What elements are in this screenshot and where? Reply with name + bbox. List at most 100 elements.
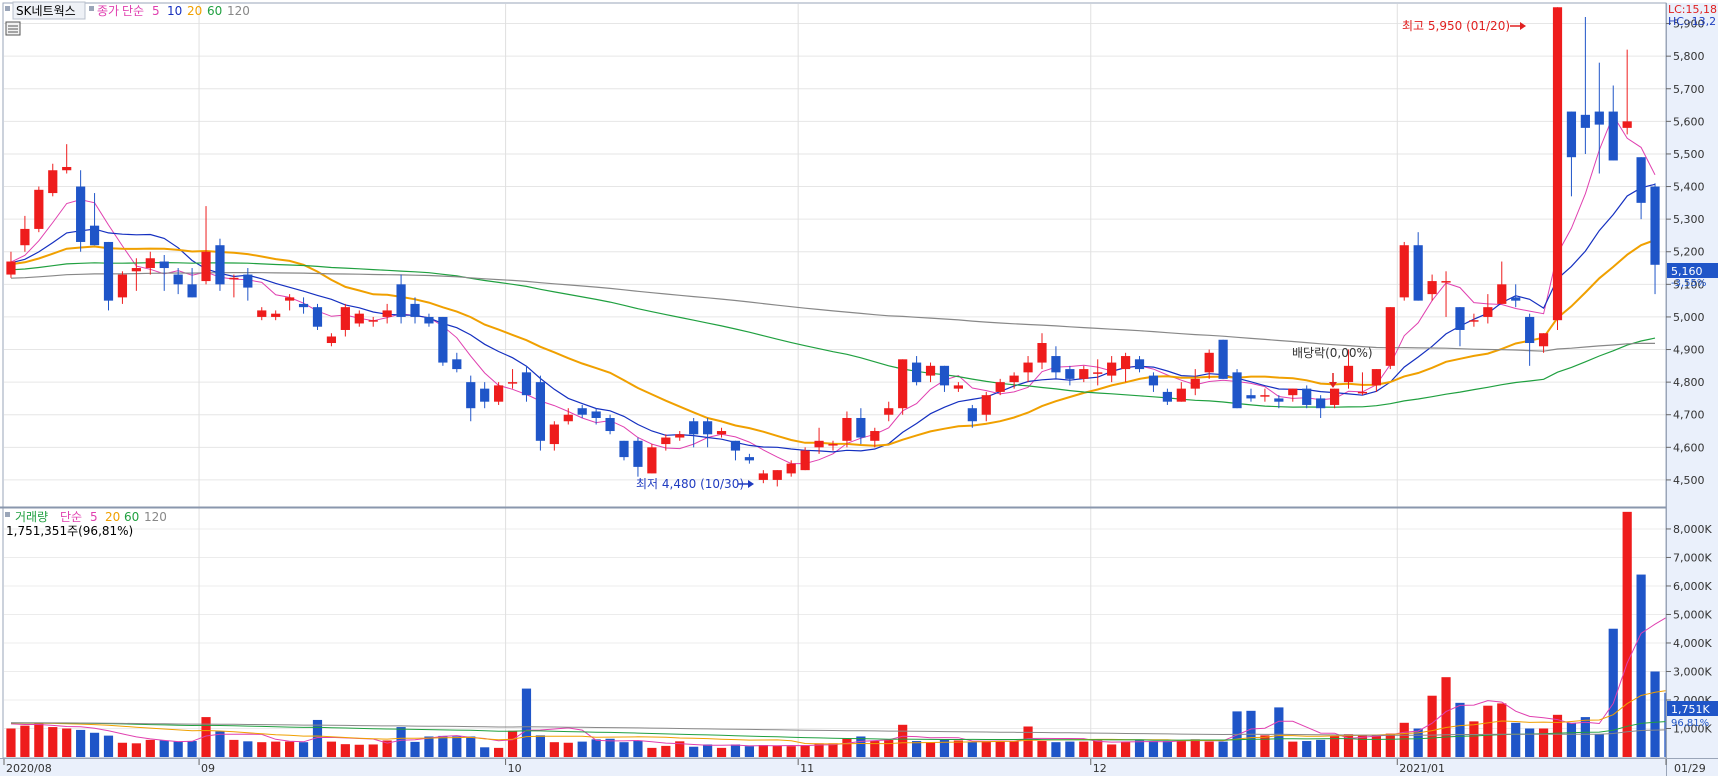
candle-body	[1302, 388, 1312, 405]
volume-legend-label[interactable]: 거래량	[15, 510, 48, 524]
candle-body	[1525, 316, 1535, 344]
price-legend-ma10[interactable]: 10	[167, 4, 182, 18]
volume-bar	[215, 731, 225, 757]
candle-body	[131, 268, 141, 272]
volume-bar	[1176, 740, 1186, 757]
price-legend-type[interactable]: 단순	[122, 4, 144, 18]
price-legend-ma60[interactable]: 60	[207, 4, 222, 18]
volume-bar	[382, 740, 392, 757]
candle-body	[647, 447, 657, 474]
volume-bar	[145, 739, 155, 757]
hc-label: HC:-13,2	[1668, 15, 1716, 28]
candle-body	[1148, 375, 1159, 386]
volume-legend-type[interactable]: 단순	[60, 510, 82, 524]
candle-body	[689, 421, 699, 435]
price-legend-ma20[interactable]: 20	[187, 4, 202, 18]
candle-body	[814, 440, 824, 448]
volume-legend-ma20[interactable]: 20	[105, 510, 120, 524]
candle-body	[424, 316, 434, 324]
candle-body	[605, 417, 615, 432]
volume-legend-ma5[interactable]: 5	[90, 510, 98, 524]
candle-body	[1107, 362, 1117, 376]
volume-bar	[884, 739, 894, 757]
volume-bar	[1343, 734, 1354, 757]
current-volume-pct-label: 96,81%	[1671, 718, 1709, 729]
volume-bar	[1204, 741, 1214, 757]
volume-bar	[312, 719, 323, 757]
candle-body	[521, 372, 532, 396]
candle-body	[1190, 378, 1200, 389]
volume-bar	[1580, 717, 1590, 757]
stock-name[interactable]: SK네트웍스	[16, 4, 76, 18]
candle-body	[1636, 157, 1646, 203]
price-legend-label[interactable]: 종가	[97, 4, 119, 18]
volume-info: 1,751,351주(96,81%)	[6, 524, 133, 538]
candle-body	[967, 408, 977, 422]
volume-bar	[1023, 726, 1033, 757]
stock-name-box[interactable]	[12, 1, 86, 20]
volume-bar	[187, 741, 197, 757]
volume-bar	[229, 739, 239, 757]
date-x-ticks: 2020/08 09 10 11 12 2021/01 01/29	[3, 759, 1706, 775]
volume-legend-ma60[interactable]: 60	[124, 510, 139, 524]
candle-body	[1134, 359, 1145, 370]
candle-body	[1051, 356, 1061, 373]
current-price-badge	[1667, 263, 1718, 278]
candle-body	[1441, 281, 1451, 283]
volume-bar	[34, 722, 44, 757]
volume-bar	[494, 747, 504, 757]
candle-body	[494, 385, 504, 402]
volume-ma-20-line	[10, 684, 1711, 745]
volume-bar	[466, 736, 476, 757]
volume-bar	[1093, 740, 1103, 757]
candle-body	[507, 382, 518, 384]
candle-body	[117, 274, 128, 298]
volume-tick-label: 4,000K	[1673, 637, 1712, 650]
candle-body	[1246, 395, 1256, 399]
candle-body	[1232, 372, 1242, 409]
volume-bar	[995, 741, 1005, 757]
candle-body	[62, 166, 72, 171]
candle-body	[1316, 398, 1326, 409]
candle-body	[911, 362, 922, 383]
volume-legend-bullet-icon	[5, 512, 10, 517]
candle-body	[159, 261, 169, 269]
volume-bar	[1385, 733, 1395, 757]
price-legend-ma5[interactable]: 5	[152, 4, 160, 18]
legend-bullet-icon	[5, 6, 10, 11]
price-legend-ma120[interactable]: 120	[227, 4, 250, 18]
candle-body	[1009, 375, 1019, 383]
candle-body	[368, 320, 378, 322]
volume-bar	[480, 747, 490, 757]
candle-body	[1552, 7, 1563, 321]
volume-bar	[76, 729, 86, 757]
volume-bar	[661, 745, 671, 757]
candle-body	[1218, 339, 1228, 379]
candle-body	[243, 274, 253, 288]
volume-bar	[814, 743, 824, 757]
volume-bar	[953, 740, 963, 757]
price-tick-label: 5,100	[1673, 278, 1705, 291]
candle-body	[925, 365, 936, 376]
price-candles	[6, 7, 1660, 487]
volume-bar	[730, 744, 741, 757]
candle-body	[1023, 362, 1033, 373]
volume-legend-ma120[interactable]: 120	[144, 510, 167, 524]
volume-bar	[1260, 735, 1270, 757]
volume-bar	[689, 746, 699, 757]
volume-bar	[62, 728, 72, 757]
candle-body	[1162, 391, 1172, 402]
volume-bar	[1483, 705, 1493, 757]
current-volume-label: 1,751K	[1671, 703, 1710, 716]
candle-body	[326, 336, 337, 344]
volume-tick-label: 8,000K	[1673, 523, 1712, 536]
volume-bar	[1288, 741, 1298, 757]
volume-bar	[521, 688, 532, 757]
volume-bar	[285, 741, 295, 757]
volume-bar	[1065, 741, 1075, 757]
candle-body	[842, 417, 852, 441]
date-tick-label: 09	[201, 762, 215, 775]
candle-body	[1622, 121, 1632, 128]
